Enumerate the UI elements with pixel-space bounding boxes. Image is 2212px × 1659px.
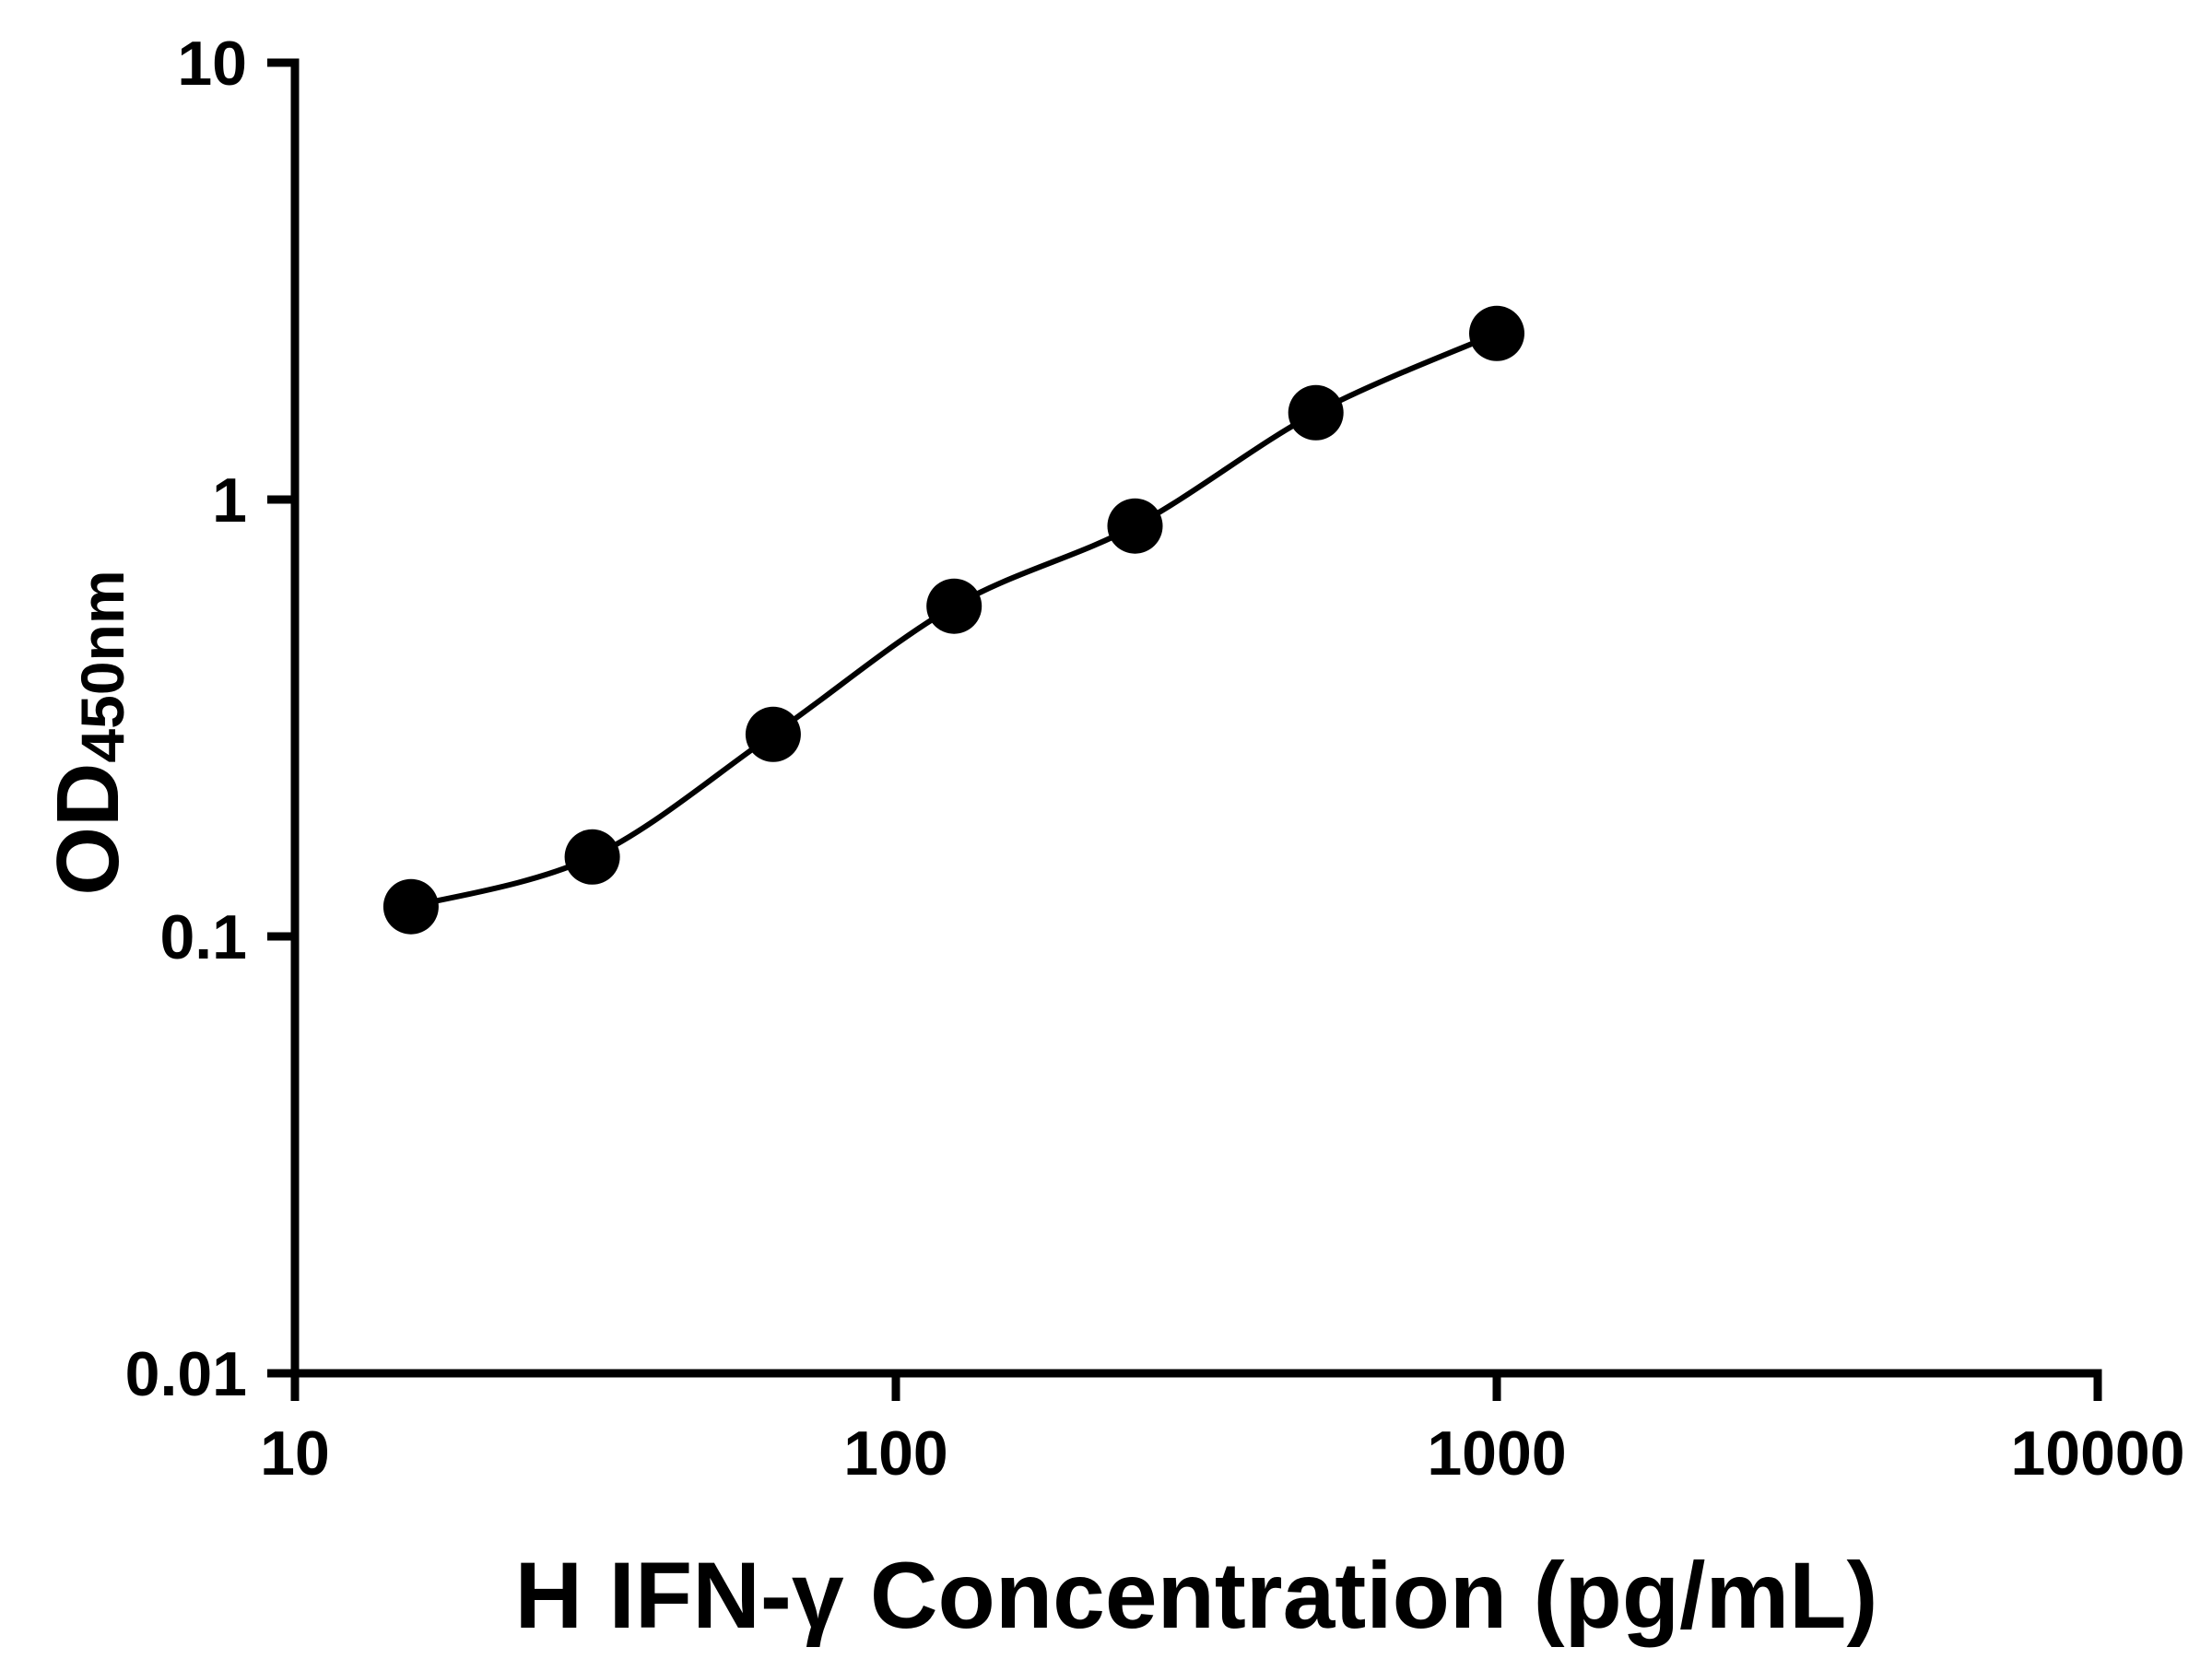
y-axis-label: OD450nm	[39, 570, 137, 895]
data-point	[1288, 384, 1344, 441]
y-tick-label: 10	[177, 29, 247, 99]
y-axis-label-sub: 450nm	[68, 570, 136, 763]
data-point	[382, 878, 439, 935]
x-tick-label: 10000	[2010, 1418, 2184, 1488]
y-tick-label: 0.01	[125, 1339, 247, 1409]
x-tick-label: 1000	[1427, 1418, 1566, 1488]
data-point	[926, 578, 982, 634]
x-tick-label: 10	[260, 1418, 330, 1488]
axes	[290, 58, 2102, 1378]
y-axis-label-main: OD	[39, 762, 137, 896]
data-point	[1469, 305, 1524, 361]
data-point	[564, 829, 620, 885]
y-tick-label: 0.1	[159, 902, 247, 972]
x-tick-label: 100	[843, 1418, 947, 1488]
data-point	[745, 706, 801, 762]
y-tick-label: 1	[212, 465, 247, 535]
data-point	[1107, 498, 1163, 554]
x-axis-label: H IFN-γ Concentration (pg/mL)	[514, 1543, 1878, 1648]
